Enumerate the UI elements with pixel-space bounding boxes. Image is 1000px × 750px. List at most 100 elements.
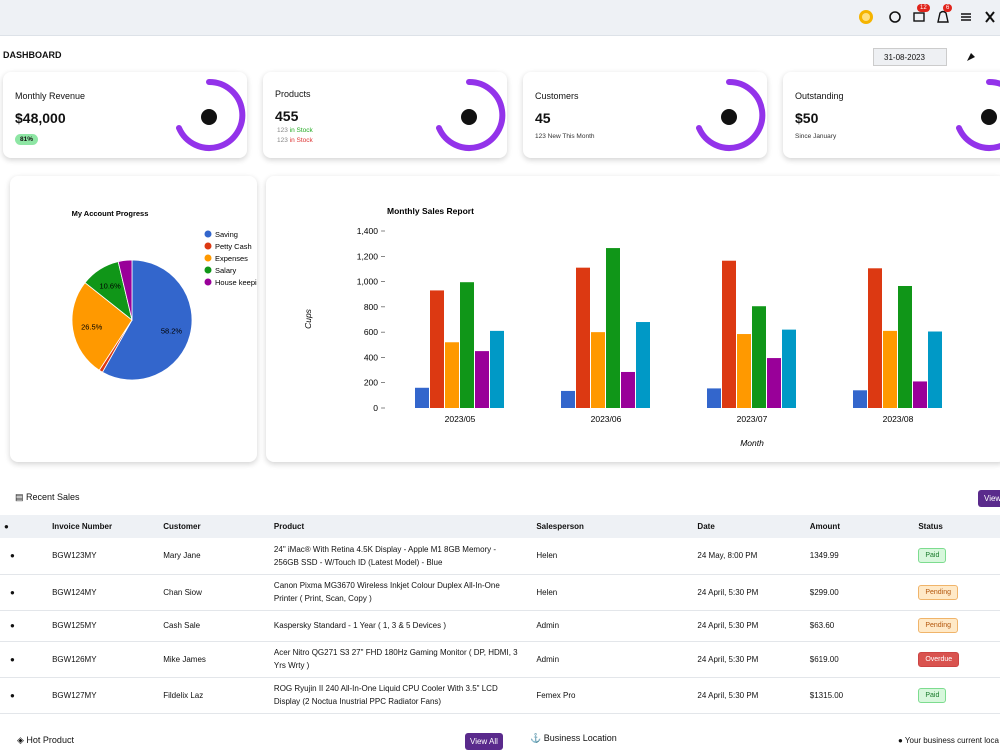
column-header: Invoice Number <box>52 522 113 531</box>
cell: 1349.99 <box>809 551 839 561</box>
view-button[interactable]: View <box>978 490 1000 507</box>
card-value: $50 <box>795 110 819 126</box>
pie-title: My Account Progress <box>72 209 149 218</box>
y-tick-label: 800 <box>364 302 378 312</box>
stat-card: Products 455 123 in Stock 123 in Stock <box>263 72 507 158</box>
stat-card: Customers 45 123 New This Month <box>523 72 767 158</box>
ring-arc <box>696 78 766 151</box>
column-header: Date <box>697 522 715 531</box>
cell: BGW125MY <box>52 621 97 630</box>
ring-icon <box>981 109 997 125</box>
cell: $1315.00 <box>809 690 844 700</box>
cell: Admin <box>536 654 560 664</box>
cell: Acer Nitro QG271 S3 27" FHD 180Hz Gaming… <box>273 648 518 670</box>
status-badge: Paid <box>918 548 947 564</box>
cell: Fildelix Laz <box>163 690 204 700</box>
cell: $299.00 <box>809 587 839 597</box>
stat-card: Outstanding $50 Since January <box>783 72 1000 158</box>
row-icon: ● <box>10 690 15 700</box>
column-header: Product <box>273 522 305 531</box>
bar <box>782 329 796 408</box>
bar <box>767 358 781 408</box>
cell: BGW127MY <box>52 690 97 700</box>
legend-swatch <box>204 278 212 286</box>
x-tick-label: 2023/05 <box>445 414 476 424</box>
legend-label: Saving <box>215 230 238 239</box>
sales-row: ● BGW126MY Mike James Acer Nitro QG271 S3 2… <box>0 641 1000 677</box>
bar <box>621 371 635 408</box>
charts: My Account Progress 58.2% Saving Petty Cash… <box>71 206 942 448</box>
y-tick-label: 1,400 <box>357 226 379 236</box>
cell: 24 April, 5:30 PM <box>697 690 759 700</box>
bar <box>591 332 605 408</box>
location-note-text: Your business current loca <box>904 736 999 745</box>
stock-count: 123 <box>277 137 288 144</box>
stock-text: in Stock <box>289 137 313 144</box>
cell: 24" iMac® With Retina 4.5K Display - App… <box>273 544 497 567</box>
pie-slice <box>101 259 193 381</box>
bar <box>490 330 504 408</box>
cell: Admin <box>536 621 560 630</box>
date-picker[interactable]: 31-08-2023 <box>873 48 947 66</box>
view-all-button[interactable]: View All <box>465 733 503 750</box>
x-axis-label: Month <box>740 438 764 448</box>
location-note: ● Your business current loca <box>898 736 999 745</box>
y-tick-label: 0 <box>373 403 378 413</box>
bar <box>928 331 942 408</box>
bar <box>898 285 912 408</box>
bar <box>722 260 736 408</box>
bar <box>913 381 927 408</box>
cell: Paid <box>914 538 1000 574</box>
cell: 24 April, 5:30 PM <box>697 654 759 664</box>
sales-row: ● BGW127MY Fildelix Laz ROG Ryujin II 240 A… <box>0 677 1000 713</box>
legend-label: Expenses <box>215 254 248 263</box>
y-tick-label: 200 <box>364 378 378 388</box>
ring-icon <box>201 109 217 125</box>
stock-text: in Stock <box>289 127 313 134</box>
card-title: Outstanding <box>795 91 844 101</box>
bar <box>561 390 575 408</box>
bar <box>737 334 751 408</box>
y-tick-label: 400 <box>364 352 378 362</box>
x-tick-label: 2023/06 <box>591 414 622 424</box>
card-badge: 81% <box>15 134 39 145</box>
legend-swatch <box>204 230 212 238</box>
bar <box>445 342 459 408</box>
stat-card: Monthly Revenue $48,000 81% <box>3 72 247 158</box>
bar <box>853 390 867 408</box>
business-location: ⚓ Business Location <box>530 733 617 743</box>
ring-icon <box>721 109 737 125</box>
cell: Helen <box>536 587 558 597</box>
mail-count: 12 <box>917 4 930 12</box>
header-icon: ● <box>4 522 9 531</box>
cell: Kaspersky Standard - 1 Year ( 1, 3 & 5 D… <box>273 621 447 630</box>
ring <box>436 78 506 151</box>
pie-slice <box>71 282 133 371</box>
cell: Helen <box>536 551 558 561</box>
cell: Pending <box>914 610 1000 641</box>
card-title: Products <box>275 89 311 99</box>
cell: BGW124MY <box>52 587 97 597</box>
cell: Cash Sale <box>163 621 201 630</box>
cell: Mary Jane <box>163 551 201 561</box>
row-icon: ● <box>10 551 15 561</box>
legend-label: Petty Cash <box>215 242 252 251</box>
ring <box>956 78 1000 151</box>
rocket-icon[interactable] <box>964 50 978 64</box>
legend-swatch <box>204 266 212 274</box>
top-bar: 12 6 <box>0 0 1000 36</box>
status-badge: Paid <box>918 687 947 703</box>
cell: BGW123MY <box>52 551 97 561</box>
card-value: 45 <box>535 110 551 126</box>
hot-product-text: Hot Product <box>26 735 74 745</box>
cell: Chan Siow <box>163 587 202 597</box>
card-note: 123 New This Month <box>535 133 595 140</box>
legend-label: Salary <box>215 266 237 275</box>
pie-label: 10.6% <box>99 282 121 291</box>
bar <box>430 290 444 408</box>
pie-slice <box>117 259 133 321</box>
x-tick-label: 2023/07 <box>737 414 768 424</box>
sales-title: ▤ Recent Sales <box>15 492 80 502</box>
toolbar-icons <box>859 10 995 24</box>
